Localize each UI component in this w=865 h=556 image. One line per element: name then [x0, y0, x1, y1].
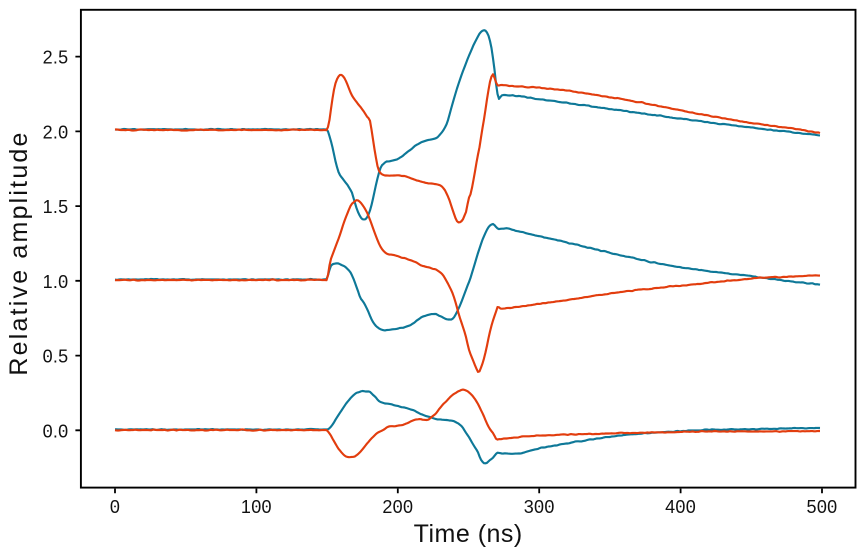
svg-text:0.0: 0.0	[43, 421, 69, 441]
svg-text:2.5: 2.5	[43, 48, 69, 68]
svg-text:Time (ns): Time (ns)	[414, 520, 523, 548]
svg-text:1.0: 1.0	[43, 272, 69, 292]
svg-text:0.5: 0.5	[43, 347, 69, 367]
svg-text:2.0: 2.0	[43, 122, 69, 142]
svg-text:1.5: 1.5	[43, 197, 69, 217]
svg-text:Relative amplitude: Relative amplitude	[5, 130, 33, 375]
